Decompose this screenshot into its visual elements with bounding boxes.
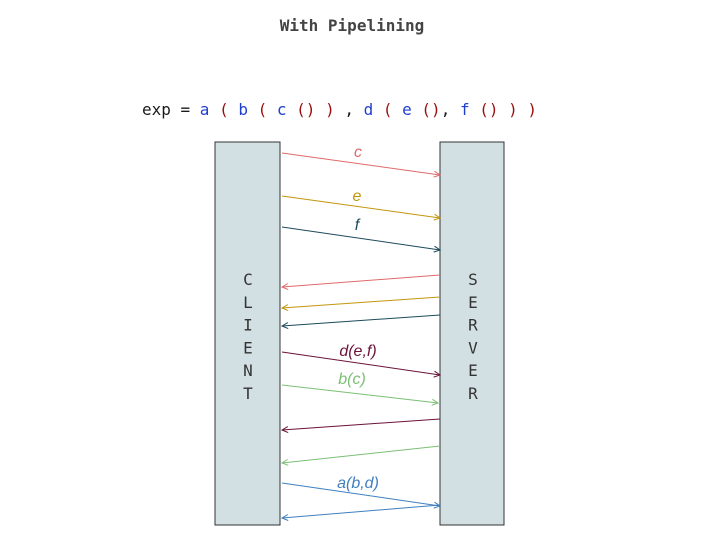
- expression-token: (): [412, 100, 441, 119]
- client-label-letter: E: [243, 338, 253, 357]
- expression-token: e: [402, 100, 412, 119]
- message-label: c: [354, 144, 362, 161]
- message-arrow-response: [281, 314, 441, 327]
- expression-token: (: [248, 100, 277, 119]
- arrowhead-icon: [280, 304, 289, 312]
- message-label: d(e,f): [339, 343, 376, 360]
- server-label-letter: R: [468, 316, 478, 335]
- arrowhead-icon: [433, 213, 442, 221]
- expression-token: (: [373, 100, 402, 119]
- arrowhead-icon: [431, 398, 440, 406]
- arrowhead-icon: [280, 322, 289, 330]
- server-label-letter: S: [468, 270, 478, 289]
- client-box: [214, 141, 281, 526]
- message-label: f: [355, 217, 361, 234]
- message-arrows: c ef d(e,f) b(c) a(b,d): [280, 144, 442, 521]
- arrowhead-icon: [433, 170, 442, 178]
- client-label-letter: L: [243, 293, 253, 312]
- expression-token: ,: [344, 100, 354, 119]
- expression-token: () ) ): [470, 100, 537, 119]
- expression-token: f: [450, 100, 469, 119]
- expression-token: (: [209, 100, 238, 119]
- expression-token: () ): [287, 100, 345, 119]
- message-arrow-response: [281, 504, 441, 519]
- server-label-letter: R: [468, 384, 478, 403]
- arrowhead-icon: [433, 501, 442, 509]
- arrowhead-icon: [433, 370, 442, 378]
- server-label-letter: E: [468, 293, 478, 312]
- arrowhead-icon: [280, 283, 289, 290]
- message-label: a(b,d): [337, 475, 379, 492]
- expression-token: exp =: [142, 100, 200, 119]
- message-arrow-request: [281, 351, 441, 376]
- server-box: [439, 141, 505, 526]
- message-arrow-request: [281, 384, 439, 404]
- expression-token: ,: [441, 100, 451, 119]
- message-label: e: [353, 188, 362, 205]
- message-arrow-response: [281, 445, 441, 464]
- message-arrow-response: [281, 274, 441, 288]
- expression-token: d: [354, 100, 373, 119]
- message-arrow-request: [281, 482, 441, 507]
- expression-token: c: [277, 100, 287, 119]
- arrowhead-icon: [280, 514, 289, 521]
- diagram-title: With Pipelining: [280, 16, 425, 35]
- message-label: b(c): [338, 371, 366, 388]
- message-arrow-request: [281, 152, 441, 176]
- expression-token: b: [238, 100, 248, 119]
- message-arrow-response: [281, 418, 441, 431]
- client-label-letter: T: [243, 384, 253, 403]
- arrowhead-icon: [280, 458, 289, 466]
- message-arrow-request: [281, 226, 441, 251]
- server-label-letter: V: [468, 338, 478, 357]
- message-arrow-request: [281, 195, 441, 219]
- expression-token: a: [200, 100, 210, 119]
- client-label-letter: I: [243, 316, 253, 335]
- client-label-letter: N: [243, 361, 253, 380]
- server-label-letter: E: [468, 361, 478, 380]
- message-arrow-response: [281, 296, 441, 309]
- client-label-letter: C: [243, 270, 253, 289]
- arrowhead-icon: [433, 245, 442, 253]
- arrowhead-icon: [280, 426, 289, 434]
- expression-line: exp = a ( b ( c () ) , d ( e (), f () ) …: [142, 100, 537, 119]
